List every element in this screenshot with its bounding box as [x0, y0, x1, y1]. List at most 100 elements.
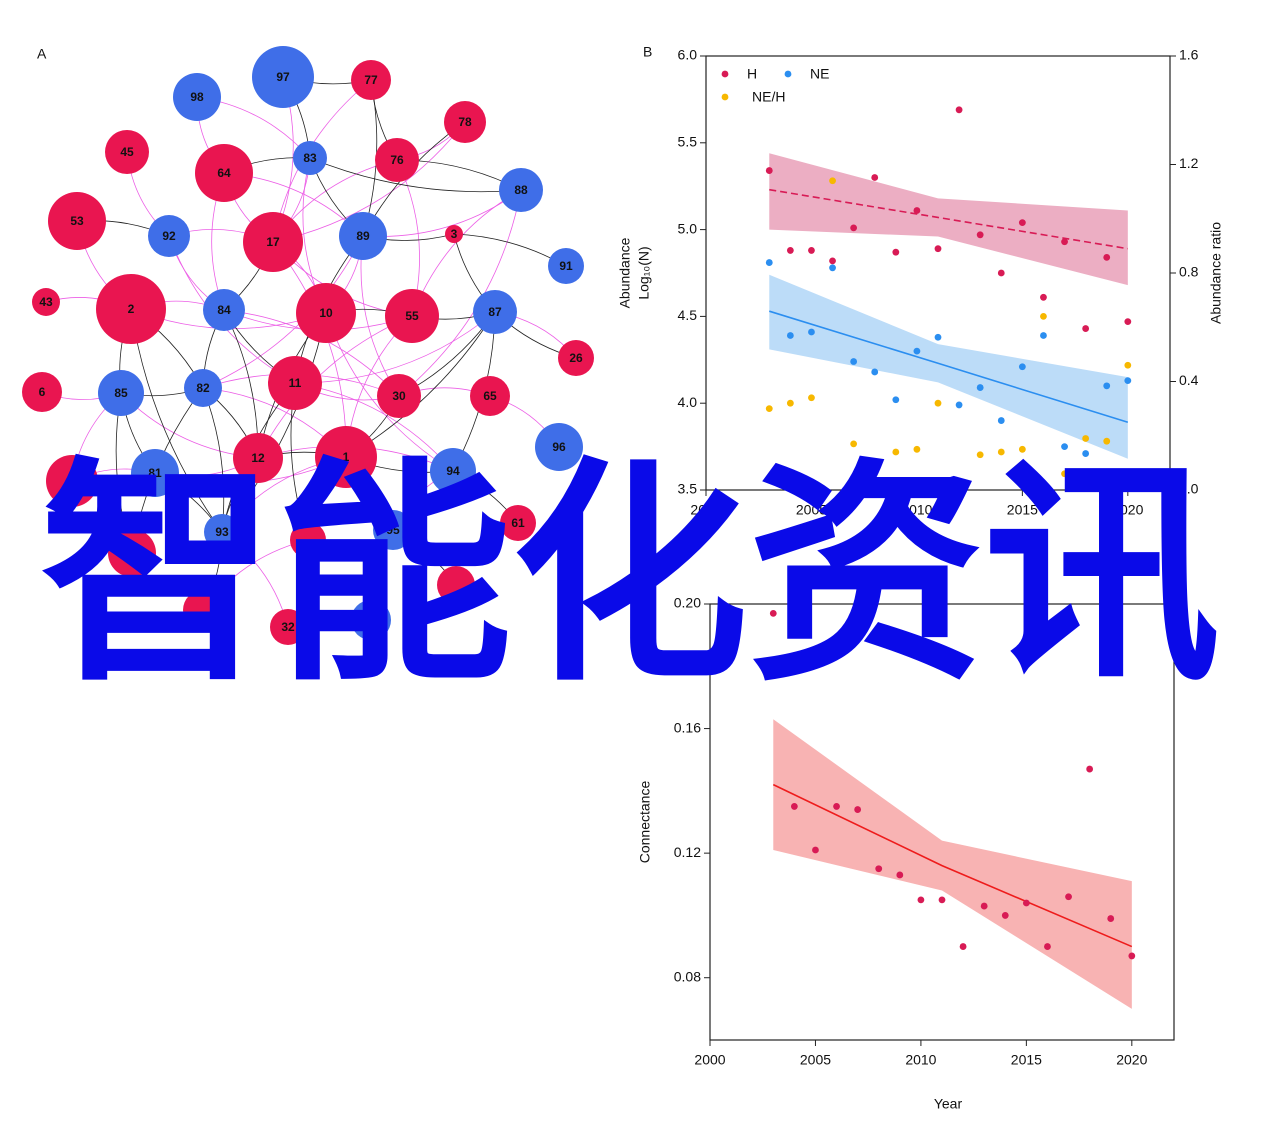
edge — [309, 157, 522, 193]
node-label: 92 — [162, 229, 176, 243]
edge — [362, 189, 522, 237]
data-point — [1128, 952, 1136, 960]
data-point — [913, 445, 921, 453]
node — [470, 376, 510, 416]
node-label: 91 — [559, 259, 573, 273]
y-tick-label: 5.5 — [678, 134, 698, 150]
node-label: 98 — [190, 90, 204, 104]
node-label: 89 — [356, 229, 370, 243]
data-point — [938, 896, 946, 904]
edge — [202, 235, 364, 389]
data-point — [1086, 765, 1094, 773]
node-label: 45 — [120, 145, 134, 159]
y-axis-title: Log₁₀(N) — [636, 246, 652, 299]
data-point — [1107, 915, 1115, 922]
data-point — [913, 207, 921, 214]
data-point — [955, 401, 963, 409]
legend-label: NE/H — [752, 89, 785, 105]
node-label: 53 — [70, 214, 84, 228]
data-point — [790, 803, 798, 810]
y-axis-title: Abundance — [617, 237, 633, 308]
data-point — [808, 394, 815, 402]
node-label: 87 — [488, 305, 502, 319]
x-tick-label: 2010 — [905, 1052, 936, 1068]
data-point — [871, 174, 879, 181]
x-tick-label: 2015 — [1007, 502, 1038, 518]
data-point — [829, 177, 836, 185]
node — [46, 455, 98, 507]
node — [290, 522, 326, 558]
y-tick-label: 5.0 — [678, 220, 698, 236]
x-axis-title: Year — [930, 537, 959, 553]
data-point — [1018, 445, 1026, 453]
legend-label: NE — [810, 66, 829, 82]
node-label: 77 — [364, 73, 378, 87]
data-point — [1124, 318, 1132, 326]
y2-tick-label: 0.4 — [1179, 372, 1199, 388]
node — [296, 283, 356, 343]
panel-label: B — [643, 44, 652, 60]
data-point — [871, 467, 879, 475]
data-point — [829, 257, 836, 265]
data-point — [1103, 253, 1111, 261]
data-point — [1082, 435, 1090, 442]
data-point — [1044, 943, 1051, 950]
data-point — [892, 248, 900, 256]
data-point — [934, 245, 942, 253]
node — [558, 340, 594, 376]
data-point — [808, 247, 815, 254]
trend-line — [769, 188, 1128, 250]
data-point — [1103, 437, 1111, 445]
node — [108, 529, 156, 577]
node-label: 1 — [343, 450, 350, 464]
y-tick-label: 0.08 — [674, 968, 701, 984]
node-label: 78 — [458, 115, 472, 129]
data-point — [1061, 238, 1068, 246]
data-point — [1065, 893, 1072, 901]
node — [315, 426, 377, 488]
node-label: 32 — [281, 620, 295, 634]
node-label: 61 — [511, 516, 525, 530]
data-point — [850, 440, 858, 448]
node-label: 7 — [69, 474, 76, 488]
data-point — [786, 247, 794, 254]
data-point — [871, 368, 879, 376]
data-point — [1018, 219, 1026, 227]
y-tick-label: 0.20 — [674, 595, 701, 611]
x-tick-label: 2020 — [1112, 502, 1143, 518]
node — [131, 449, 179, 497]
node — [351, 600, 391, 640]
data-point — [1082, 325, 1090, 332]
node — [373, 510, 413, 550]
node — [270, 609, 306, 645]
data-point — [786, 332, 794, 339]
legend-marker — [721, 93, 729, 101]
edge — [272, 241, 347, 458]
node-label: 83 — [303, 151, 317, 165]
x-tick-label: 2000 — [690, 502, 721, 518]
node — [385, 289, 439, 343]
data-point — [1061, 443, 1068, 450]
y2-axis-title: Abundance ratio — [1208, 222, 1224, 324]
y2-tick-label: 0.0 — [1179, 481, 1199, 497]
node-label: 26 — [569, 351, 583, 365]
data-point — [765, 167, 773, 174]
plot-frame — [709, 603, 1175, 1041]
y-tick-label: 4.5 — [678, 307, 698, 323]
node — [203, 289, 245, 331]
node-label: 12 — [251, 451, 265, 465]
data-point — [976, 451, 984, 459]
node — [444, 101, 486, 143]
data-point — [765, 259, 773, 266]
panel-label: A — [37, 46, 47, 62]
node-label: 10 — [319, 306, 333, 320]
node-label: 30 — [392, 389, 406, 403]
data-point — [1103, 382, 1111, 390]
data-point — [875, 865, 883, 873]
edge — [294, 311, 496, 384]
data-point — [854, 806, 862, 813]
data-point — [955, 106, 963, 114]
node-label: 17 — [266, 235, 280, 249]
data-point — [786, 399, 794, 407]
